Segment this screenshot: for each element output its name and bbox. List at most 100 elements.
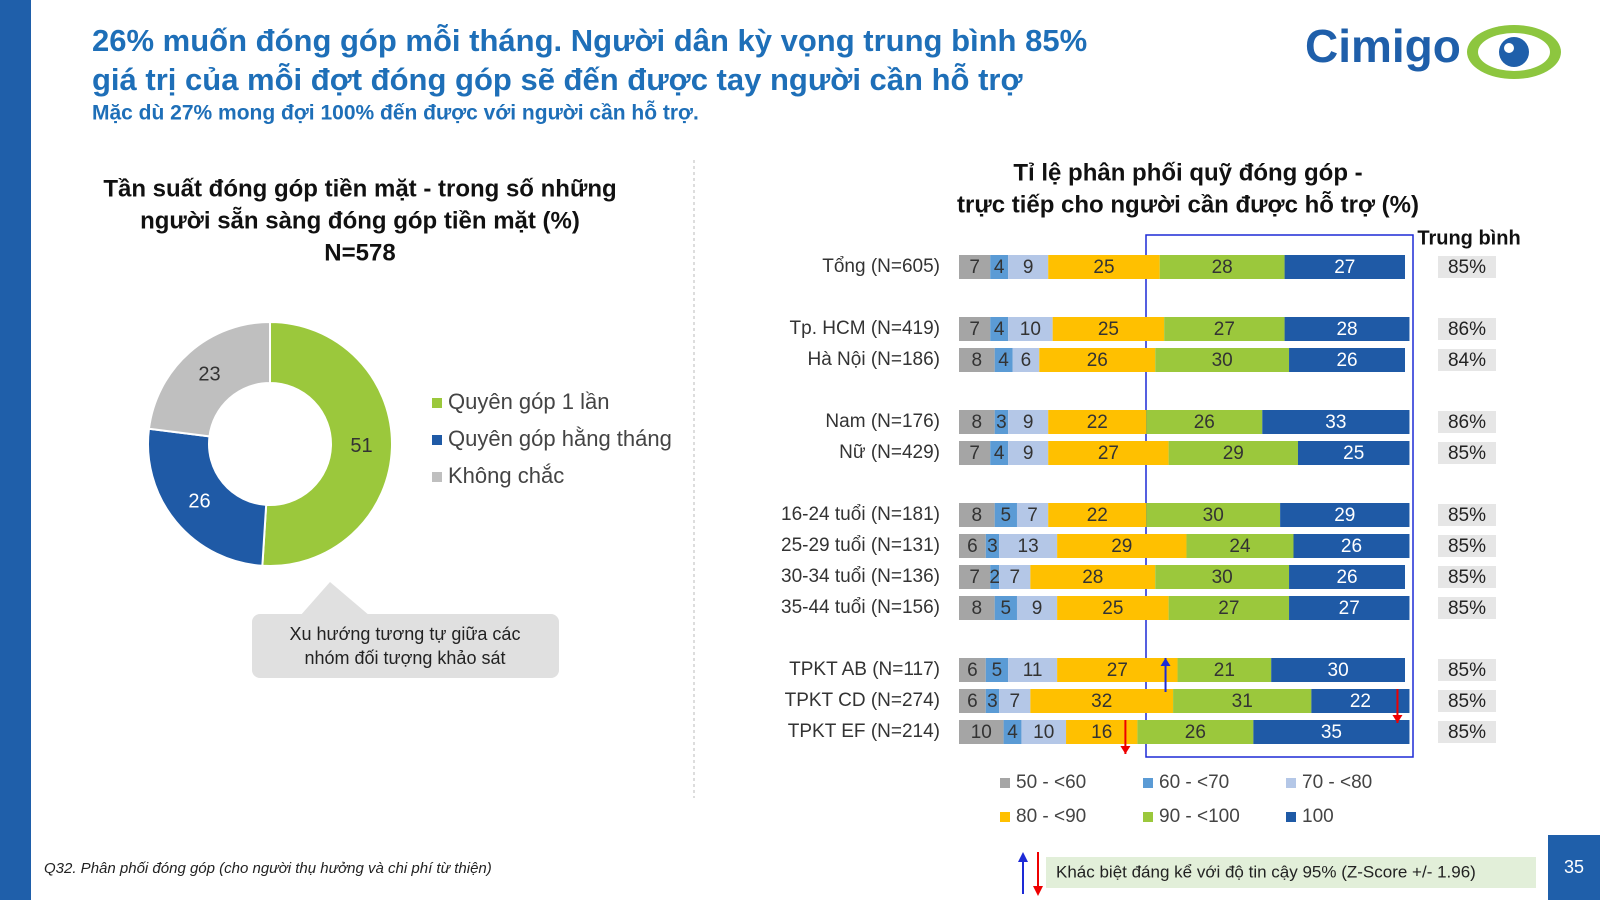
bar-segment bbox=[1186, 534, 1294, 558]
segment-label: 27 bbox=[1218, 598, 1239, 619]
bar-segment bbox=[959, 689, 986, 713]
segment-label: 9 bbox=[1032, 598, 1043, 619]
segment-label: 5 bbox=[1001, 598, 1012, 619]
pie-slice bbox=[147, 427, 268, 567]
bar-segment bbox=[999, 689, 1031, 713]
segment-label: 7 bbox=[969, 319, 980, 340]
segment-label: 3 bbox=[987, 536, 998, 557]
segment-label: 8 bbox=[972, 350, 983, 371]
bar-segment bbox=[1048, 503, 1147, 527]
segment-label: 30 bbox=[1212, 567, 1233, 588]
bar-segment bbox=[1137, 720, 1254, 744]
segment-label: 31 bbox=[1232, 691, 1253, 712]
bar-segment bbox=[959, 503, 995, 527]
average-box bbox=[1438, 318, 1496, 340]
bar-segment bbox=[1177, 658, 1272, 682]
callout-text: nhóm đối tượng khảo sát bbox=[305, 648, 506, 668]
legend-label: Quyên góp 1 lần bbox=[448, 389, 609, 414]
segment-label: 8 bbox=[972, 598, 983, 619]
significance-note: Khác biệt đáng kể với độ tin cậy 95% (Z-… bbox=[1056, 862, 1476, 881]
bar-segment bbox=[1021, 720, 1067, 744]
segment-label: 32 bbox=[1091, 691, 1112, 712]
legend-label: 50 - <60 bbox=[1016, 772, 1086, 793]
bar-segment bbox=[1008, 658, 1058, 682]
segment-label: 30 bbox=[1203, 505, 1224, 526]
segment-label: 25 bbox=[1102, 598, 1123, 619]
logo: Cimigo bbox=[1305, 20, 1561, 79]
segment-label: 26 bbox=[1336, 567, 1357, 588]
bar-segment bbox=[1289, 348, 1405, 372]
bar-segment bbox=[1159, 255, 1285, 279]
legend-swatch bbox=[432, 398, 442, 408]
average-box bbox=[1438, 535, 1496, 557]
pie-slice bbox=[261, 320, 393, 567]
bar-segment bbox=[1008, 317, 1053, 341]
segment-label: 25 bbox=[1343, 443, 1364, 464]
bar-segment bbox=[1057, 596, 1169, 620]
side-strip bbox=[0, 0, 31, 900]
slice-label: 23 bbox=[198, 364, 220, 386]
segment-label: 3 bbox=[987, 691, 998, 712]
bar-segment bbox=[1048, 410, 1147, 434]
bar-segment bbox=[1289, 596, 1410, 620]
bar-segment bbox=[1311, 689, 1410, 713]
bar-segment bbox=[1293, 534, 1410, 558]
average-label: 85% bbox=[1448, 722, 1486, 743]
title-line: giá trị của mỗi đợt đóng góp sẽ đến được… bbox=[92, 62, 1023, 97]
bar-segment bbox=[1039, 348, 1156, 372]
bar-segment bbox=[959, 658, 986, 682]
bar-segment bbox=[1030, 565, 1156, 589]
chart-title: Tần suất đóng góp tiền mặt - trong số nh… bbox=[103, 175, 616, 202]
average-label: 86% bbox=[1448, 319, 1486, 340]
segment-label: 6 bbox=[967, 536, 978, 557]
bar-segment bbox=[1280, 503, 1410, 527]
segment-label: 7 bbox=[1009, 567, 1020, 588]
bar-segment bbox=[1016, 596, 1058, 620]
average-label: 86% bbox=[1448, 412, 1486, 433]
segment-label: 7 bbox=[1027, 505, 1038, 526]
average-box bbox=[1438, 659, 1496, 681]
average-label: 85% bbox=[1448, 598, 1486, 619]
bar-segment bbox=[1048, 441, 1169, 465]
average-box bbox=[1438, 566, 1496, 588]
segment-label: 27 bbox=[1339, 598, 1360, 619]
segment-label: 29 bbox=[1334, 505, 1355, 526]
footnote: Q32. Phân phối đóng góp (cho người thụ h… bbox=[44, 860, 492, 877]
bar-segment bbox=[999, 534, 1058, 558]
bar-segment bbox=[1057, 534, 1187, 558]
bar-segment bbox=[959, 317, 991, 341]
bar-segment bbox=[1016, 503, 1049, 527]
legend-swatch bbox=[1286, 778, 1296, 788]
legend-swatch bbox=[432, 435, 442, 445]
page-number: 35 bbox=[1564, 857, 1584, 877]
callout: Xu hướng tương tự giữa các nhóm đối tượn… bbox=[252, 582, 559, 678]
segment-label: 4 bbox=[994, 257, 1005, 278]
significance-arrowhead bbox=[1160, 658, 1171, 666]
bar-segment bbox=[959, 534, 986, 558]
legend-swatch bbox=[1286, 812, 1296, 822]
category-label: Hà Nội (N=186) bbox=[807, 349, 940, 370]
legend-swatch bbox=[432, 472, 442, 482]
bar-segment bbox=[990, 565, 1000, 589]
bar-segment bbox=[1012, 348, 1040, 372]
segment-label: 9 bbox=[1023, 257, 1034, 278]
bar-segment bbox=[985, 534, 1000, 558]
bar-segment bbox=[1284, 255, 1405, 279]
segment-label: 2 bbox=[989, 567, 1000, 588]
bar-segment bbox=[959, 596, 995, 620]
slice-label: 26 bbox=[188, 491, 210, 513]
segment-label: 26 bbox=[1194, 412, 1215, 433]
category-label: TPKT EF (N=214) bbox=[788, 721, 940, 742]
segment-label: 35 bbox=[1321, 722, 1342, 743]
logo-pupil bbox=[1499, 37, 1529, 67]
segment-label: 13 bbox=[1018, 536, 1039, 557]
category-label: Tp. HCM (N=419) bbox=[790, 318, 940, 339]
bar-segment bbox=[994, 503, 1017, 527]
bar-segment bbox=[1146, 503, 1281, 527]
bar-segment bbox=[999, 565, 1031, 589]
callout-text: Xu hướng tương tự giữa các bbox=[290, 624, 521, 644]
segment-label: 30 bbox=[1328, 660, 1349, 681]
category-label: Tổng (N=605) bbox=[822, 256, 940, 277]
segment-label: 26 bbox=[1185, 722, 1206, 743]
average-label: 85% bbox=[1448, 443, 1486, 464]
